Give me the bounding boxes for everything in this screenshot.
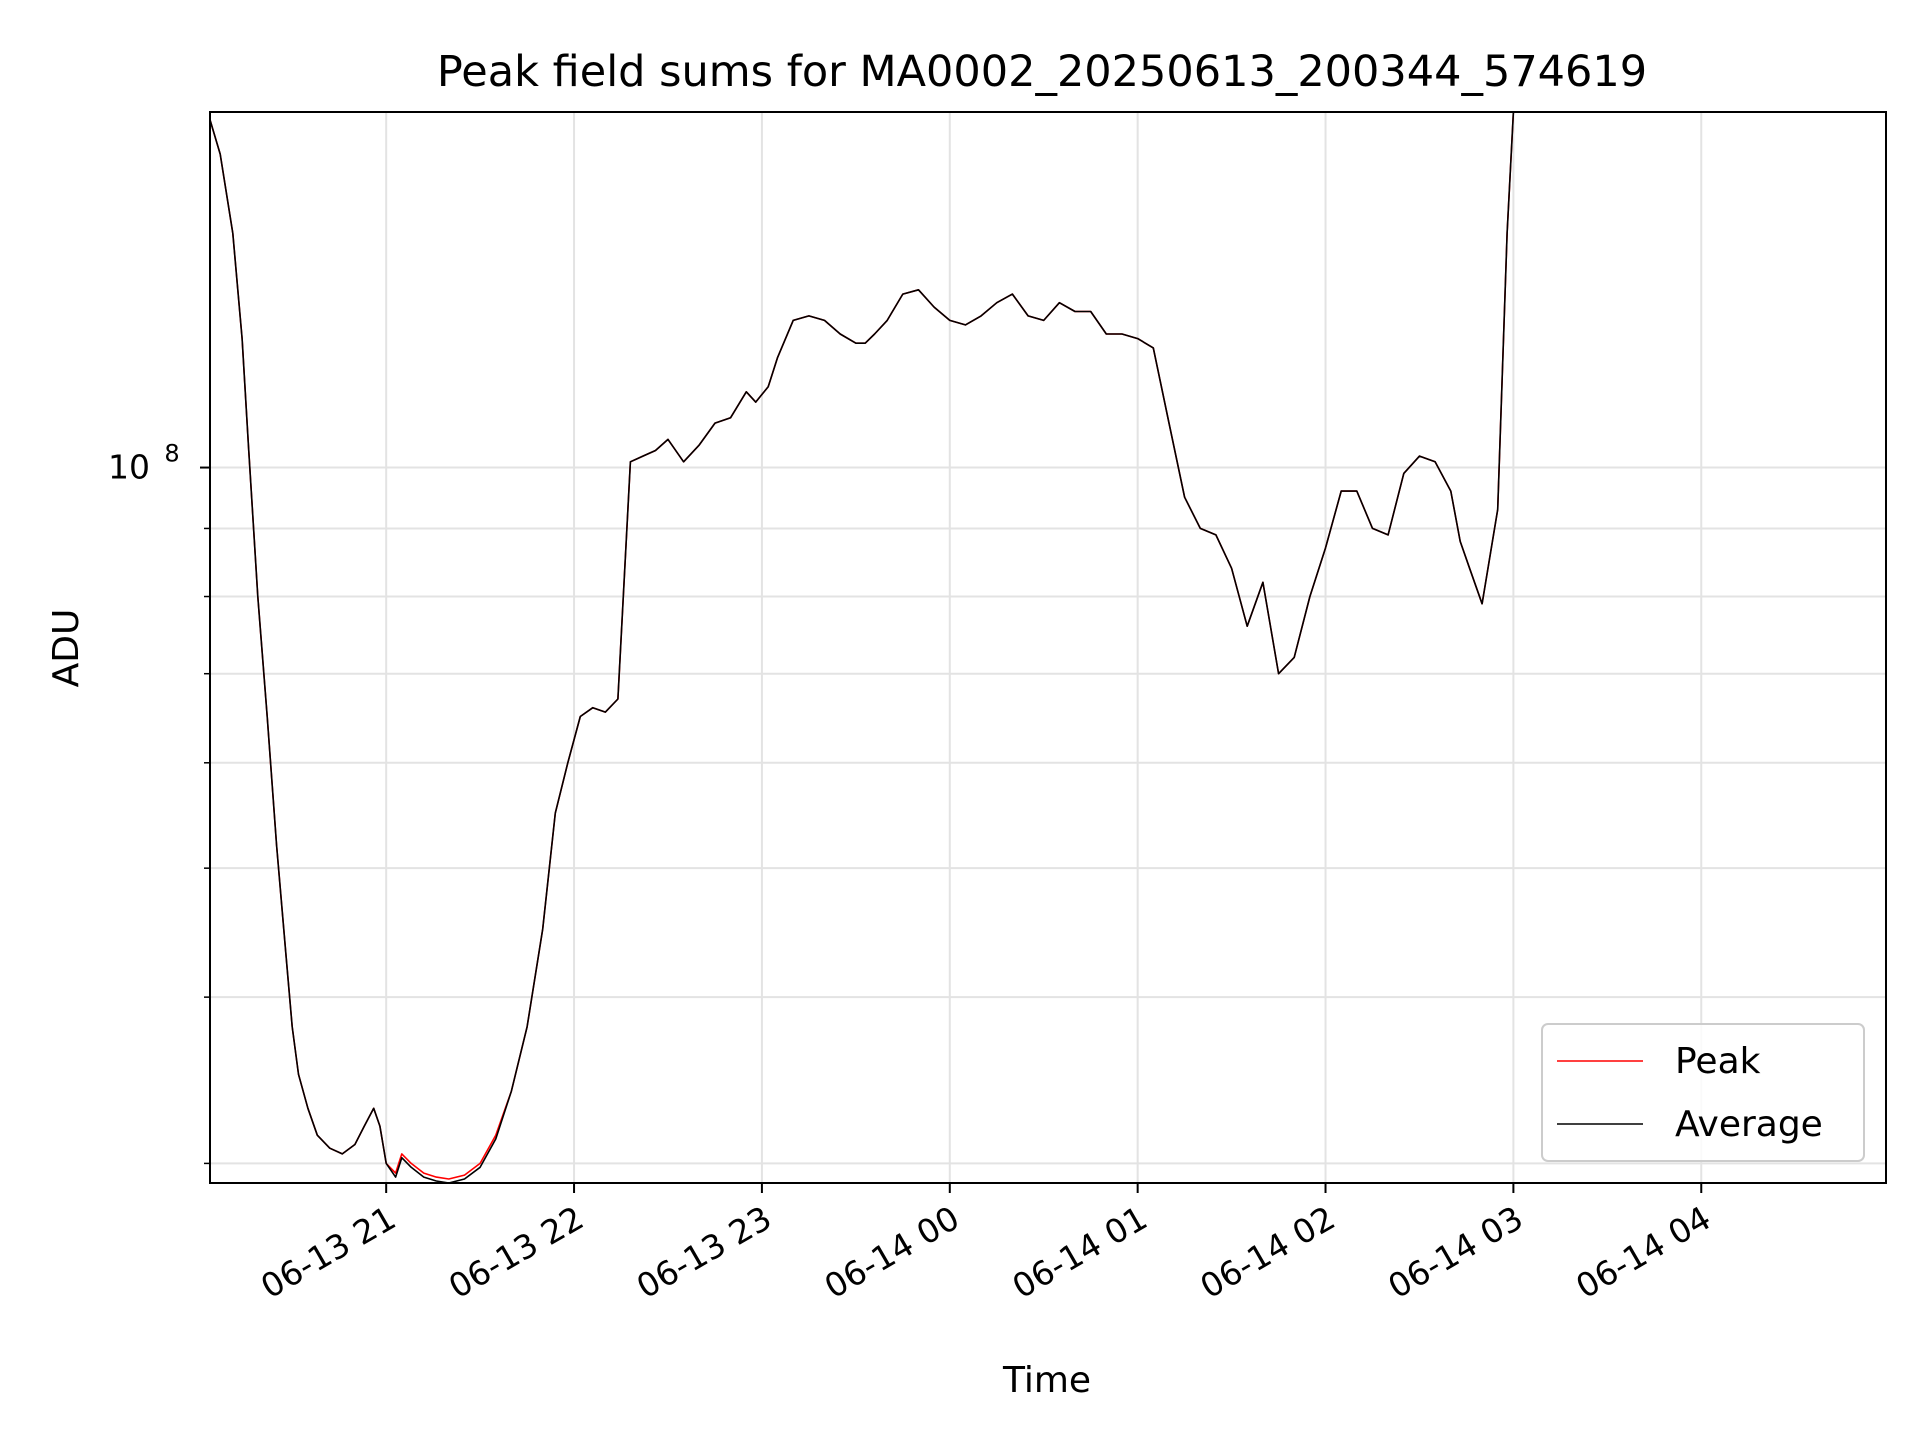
x-tick-label: 06-14 01: [1006, 1198, 1154, 1306]
chart-title: Peak field sums for MA0002_20250613_2003…: [437, 47, 1647, 97]
x-axis-label: Time: [1002, 1360, 1091, 1401]
legend-box: [1541, 1023, 1865, 1162]
plot-area: [210, 112, 1515, 1183]
series-line-peak: [210, 112, 1515, 1180]
x-tick-label: 06-13 21: [254, 1198, 402, 1306]
x-ticks: 06-13 21 06-13 22 06-13 23 06-14 00 06-14 01…: [254, 1183, 1717, 1306]
y-ticks: 10 8: [108, 440, 210, 1165]
x-tick-label: 06-14 00: [818, 1198, 966, 1306]
x-tick-label: 06-13 22: [442, 1198, 590, 1306]
legend: Peak Average: [1541, 1023, 1865, 1162]
x-tick-label: 06-13 23: [630, 1198, 778, 1306]
y-tick-label: 10: [108, 448, 150, 487]
legend-average-label: Average: [1675, 1104, 1823, 1145]
legend-peak-label: Peak: [1675, 1041, 1761, 1082]
y-axis-label: ADU: [46, 609, 87, 688]
x-tick-label: 06-14 02: [1194, 1198, 1342, 1306]
y-tick-exponent: 8: [164, 440, 179, 468]
x-tick-label: 06-14 04: [1569, 1198, 1717, 1306]
grid: [210, 112, 1886, 1183]
axes-frame: [209, 111, 1887, 1184]
x-tick-label: 06-14 03: [1381, 1198, 1529, 1306]
series-line-average: [210, 112, 1515, 1183]
